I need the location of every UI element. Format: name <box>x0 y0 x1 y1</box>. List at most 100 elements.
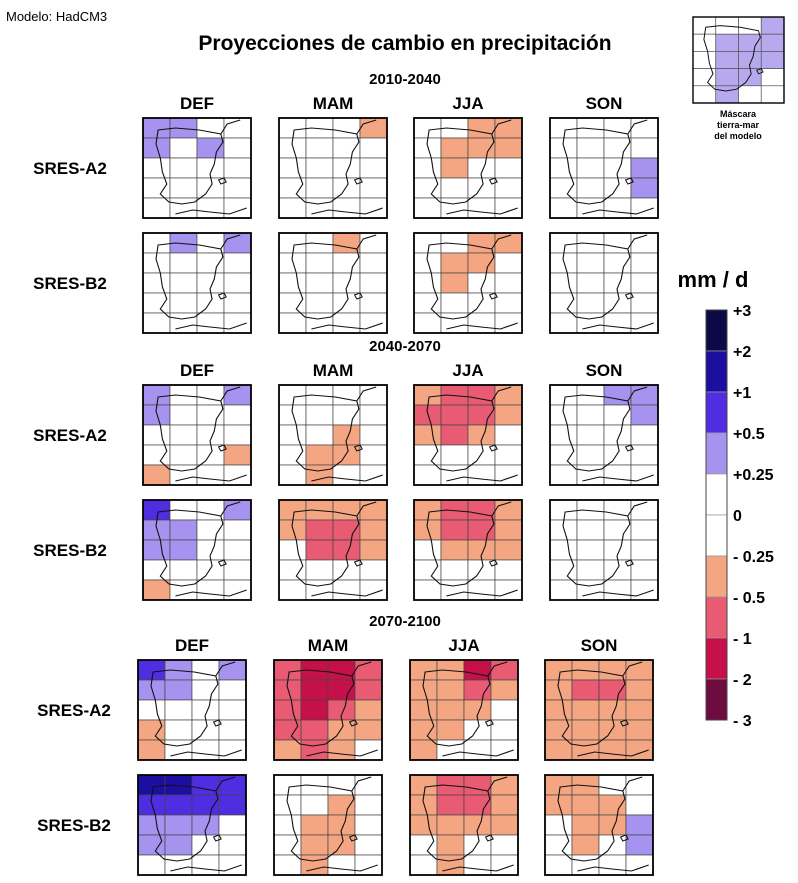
balearic-islands <box>488 444 498 452</box>
map-panel <box>142 384 252 486</box>
grid-cell <box>196 499 225 521</box>
grid-cell <box>467 252 496 274</box>
grid-cell <box>142 157 171 179</box>
grid-cell <box>603 312 632 334</box>
map-frame <box>544 659 654 761</box>
grid-cell <box>630 559 659 581</box>
grid-cell <box>196 312 225 334</box>
grid-cell <box>576 579 605 601</box>
grid-cell <box>603 559 632 581</box>
grid-cell <box>142 232 171 254</box>
grid-cell <box>494 579 523 601</box>
mask-cell <box>738 68 762 87</box>
grid-cell <box>463 659 492 681</box>
grid-cell <box>467 579 496 601</box>
grid-cell <box>223 404 252 426</box>
grid-cell <box>463 719 492 741</box>
grid-cell <box>571 739 600 761</box>
grid-cell <box>196 177 225 199</box>
grid-cell <box>191 774 220 796</box>
map-frame <box>413 384 523 486</box>
grid-cell <box>440 177 469 199</box>
grid-cell <box>467 117 496 139</box>
coastline-africa <box>577 864 649 872</box>
map-panel <box>413 499 523 601</box>
season-label: DEF <box>180 361 214 380</box>
grid-cell <box>196 579 225 601</box>
grid-cell <box>440 312 469 334</box>
grid-cell <box>603 464 632 486</box>
grid-cell <box>413 232 442 254</box>
grid-cell <box>196 384 225 406</box>
coastline-africa <box>311 207 383 215</box>
grid-cell <box>278 464 307 486</box>
grid-cell <box>164 739 193 761</box>
balearic-islands <box>217 177 227 185</box>
grid-cell <box>440 559 469 581</box>
grid-cell <box>576 137 605 159</box>
balearic-islands <box>217 292 227 300</box>
grid-cell <box>223 312 252 334</box>
grid-cell <box>332 117 361 139</box>
grid-cell <box>164 699 193 721</box>
grid-cell <box>223 272 252 294</box>
coastline-france <box>622 776 643 792</box>
grid-cell <box>436 814 465 836</box>
mask-label: Máscara <box>720 109 757 119</box>
grid-cell <box>625 719 654 741</box>
colorbar-tick: +0.5 <box>733 426 765 443</box>
grid-cell <box>218 814 247 836</box>
coastline-france <box>627 234 648 250</box>
grid-cell <box>305 177 334 199</box>
scenario-label: SRES-B2 <box>33 274 107 293</box>
grid-cell <box>598 794 627 816</box>
grid-cell <box>413 157 442 179</box>
grid-cell <box>142 499 171 521</box>
coastline-africa <box>442 864 514 872</box>
coastline-france <box>215 776 236 792</box>
grid-cell <box>440 444 469 466</box>
grid-cell <box>436 719 465 741</box>
coastline-africa <box>175 207 247 215</box>
grid-cell <box>300 794 329 816</box>
map-frame <box>273 659 383 761</box>
period-label: 2010-2040 <box>369 71 441 88</box>
scenario-label: SRES-A2 <box>33 159 107 178</box>
grid-cell <box>359 157 388 179</box>
grid-cell <box>354 834 383 856</box>
grid-cell <box>278 197 307 219</box>
grid-cell <box>191 679 220 701</box>
colorbar: mm / d +3 +2 +1 +0.5 +0.25 0 - 0.25 - 0.5 - 1 - 2 -… <box>678 267 774 730</box>
balearic-islands <box>484 834 494 842</box>
grid-cell <box>300 834 329 856</box>
map-frame <box>142 117 252 219</box>
coastline-france <box>356 386 377 402</box>
grid-cell <box>598 854 627 876</box>
colorbar-tick: +1 <box>733 385 751 402</box>
map-panel <box>142 499 252 601</box>
balearic-islands <box>353 559 363 567</box>
coastline-france <box>487 776 508 792</box>
colorbar-swatch <box>705 350 728 393</box>
colorbar-tick: - 3 <box>733 713 752 730</box>
mask-cell <box>738 16 762 35</box>
grid-cell <box>191 739 220 761</box>
season-label: MAM <box>308 636 349 655</box>
grid-cell <box>305 292 334 314</box>
grid-cell <box>300 679 329 701</box>
map-frame <box>278 117 388 219</box>
balearic-islands <box>488 559 498 567</box>
grid-cell <box>413 579 442 601</box>
coastline-africa <box>170 749 242 757</box>
grid-cell <box>494 404 523 426</box>
colorbar-tick: - 0.5 <box>733 590 765 607</box>
map-panel <box>413 117 523 219</box>
season-label: SON <box>586 361 623 380</box>
grid-cell <box>413 117 442 139</box>
grid-cell <box>359 579 388 601</box>
grid-cell <box>494 312 523 334</box>
grid-cell <box>494 424 523 446</box>
grid-cell <box>630 272 659 294</box>
map-panel <box>549 384 659 486</box>
